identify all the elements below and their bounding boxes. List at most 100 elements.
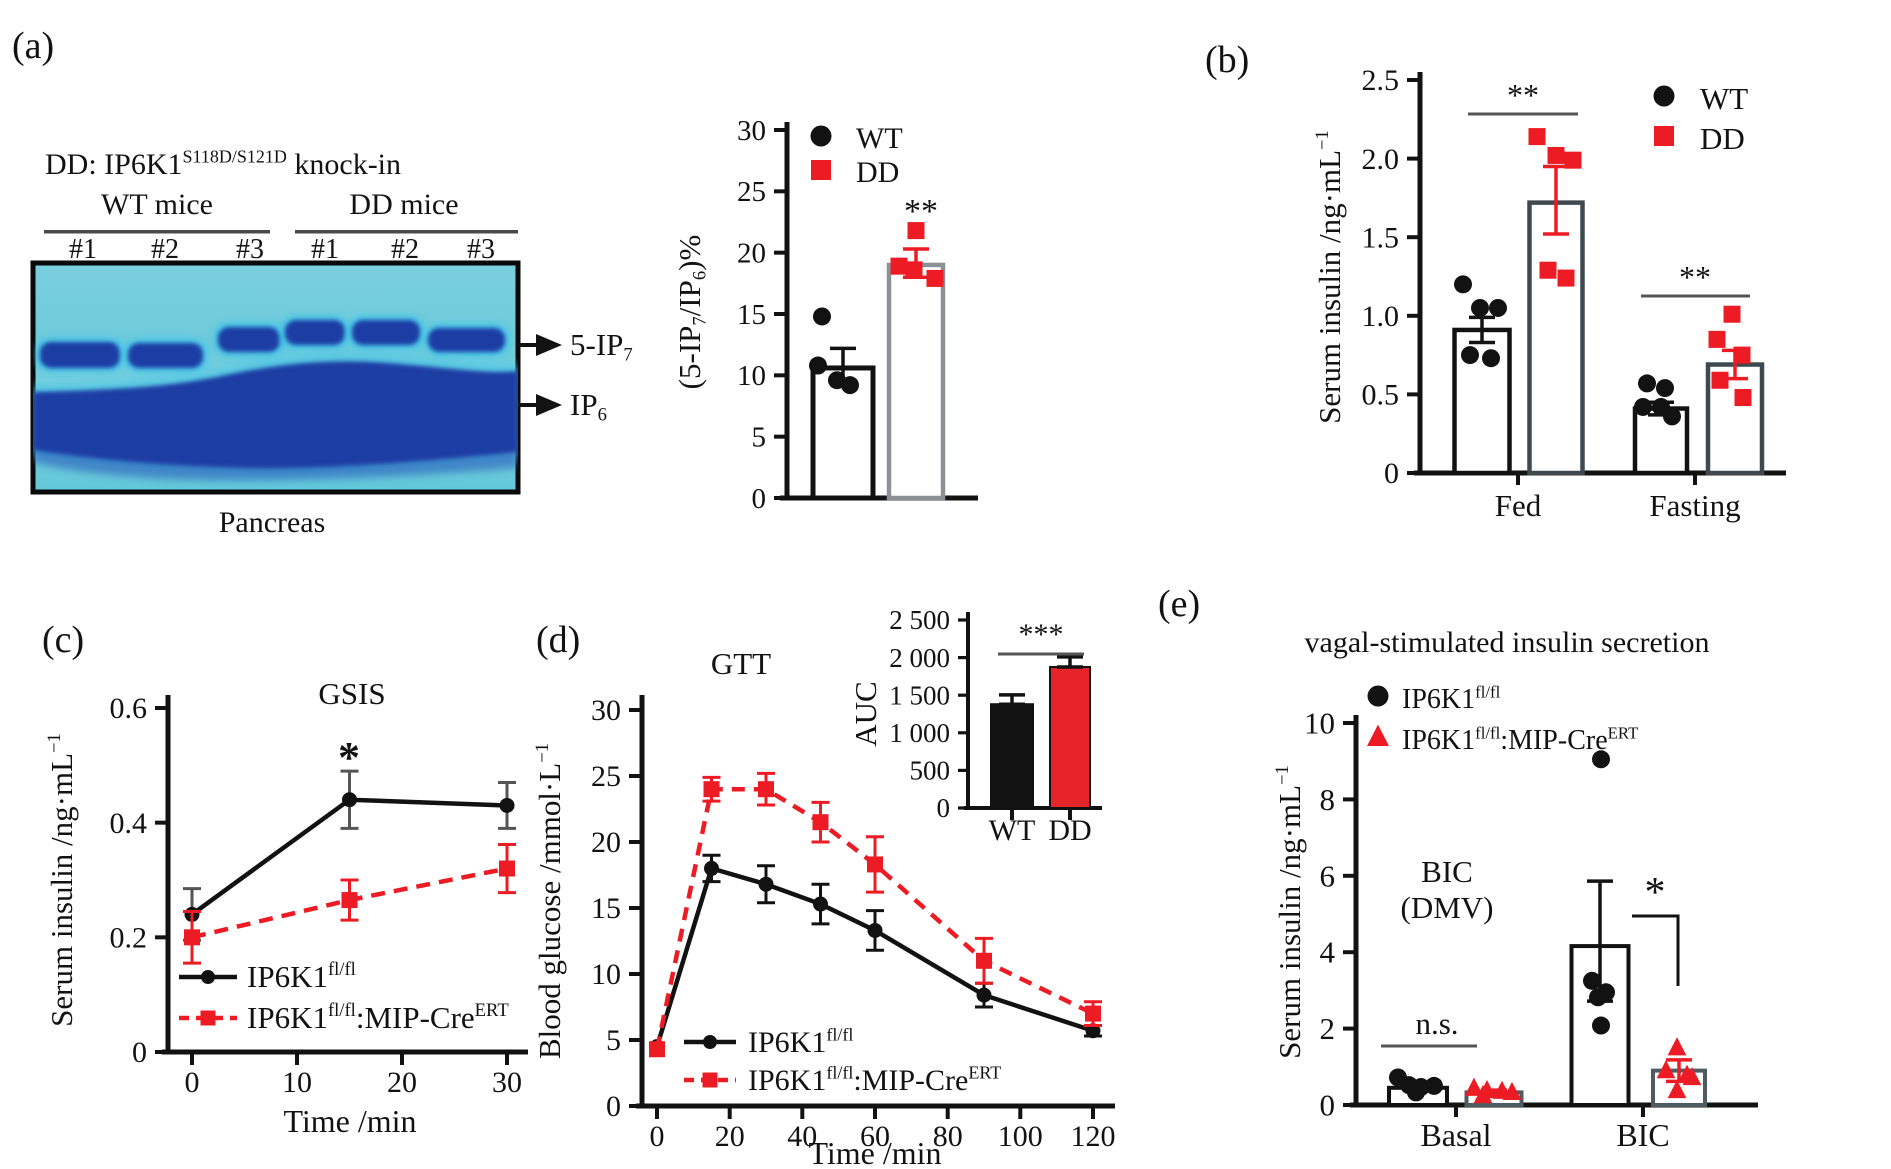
y-axis-title: AUC: [848, 681, 883, 746]
y-axis-title: Serum insulin /ng·mL−1: [1312, 130, 1347, 424]
y-tick-label: 2 000: [889, 643, 950, 673]
legend-marker: [201, 970, 215, 984]
gel-caption: Pancreas: [219, 506, 326, 539]
sig-stars: **: [1507, 77, 1539, 113]
y-tick-label: 0: [606, 1090, 621, 1123]
y-tick-label: 30: [737, 115, 766, 147]
y-tick-label: 2 500: [889, 605, 950, 635]
scatter-point: [1592, 750, 1610, 769]
chart-title: vagal-stimulated insulin secretion: [1305, 626, 1710, 659]
scatter-point: [1708, 330, 1726, 348]
gel-lane-label: #1: [69, 234, 97, 265]
y-tick-label: 500: [910, 756, 951, 786]
bar-wt: [990, 703, 1034, 809]
gel-band-5ip7: [428, 328, 505, 352]
data-point: [1085, 1023, 1101, 1039]
y-tick-label: 0.4: [110, 807, 148, 840]
scatter-point: [1682, 1066, 1702, 1086]
y-tick-label: 25: [591, 760, 621, 793]
data-point: [757, 781, 774, 798]
x-axis-title: Time /min: [808, 1135, 941, 1169]
data-point: [703, 781, 720, 798]
chart-title: GTT: [711, 646, 771, 681]
chart-c_gsis: (c) GSIS 0 0.2 0.4 0.6 0 10 20 30 Serum insulin /n…: [42, 619, 528, 1139]
chart-title: GSIS: [318, 676, 385, 711]
y-axis-title: Serum insulin /ng·mL−1: [1272, 765, 1307, 1059]
legend-marker: [200, 1010, 216, 1026]
band-label: IP6: [570, 387, 607, 425]
scatter-point: [1663, 407, 1681, 426]
chart-b_serum: (b) 0 0.5 1.0 1.5 2.0 2.5 Serum insulin /ng·mL−…: [1205, 39, 1786, 523]
legend-marker: [1367, 685, 1389, 707]
legend-marker: [1654, 126, 1674, 146]
y-tick-label: 30: [591, 694, 621, 727]
y-tick-label: 0: [1384, 457, 1399, 490]
y-tick-label: 5: [606, 1024, 621, 1057]
annotation: (DMV): [1401, 890, 1494, 925]
y-tick-label: 1 000: [889, 718, 950, 748]
bar-fed-dd: [1527, 200, 1585, 476]
scatter-point: [1656, 379, 1674, 398]
data-point: [703, 860, 719, 876]
panel-label: (c): [42, 619, 84, 661]
sig-stars: ***: [1019, 618, 1064, 651]
y-tick-label: 10: [737, 360, 766, 392]
panel-a-label: (a): [12, 25, 54, 67]
x-tick-label: 100: [998, 1120, 1043, 1153]
scatter-point: [1482, 349, 1500, 368]
legend-marker: [811, 160, 831, 180]
x-tick-label: Basal: [1420, 1117, 1491, 1153]
y-tick-label: 0.6: [110, 692, 148, 725]
scatter-point: [1464, 1077, 1484, 1096]
scatter-point: [1711, 371, 1729, 389]
legend-marker: [703, 1035, 717, 1049]
scatter-point: [809, 356, 827, 375]
x-tick-label: 20: [715, 1120, 745, 1153]
data-point: [812, 896, 828, 912]
y-tick-label: 0: [132, 1036, 147, 1069]
scatter-point: [926, 269, 944, 287]
scatter-point: [1723, 305, 1741, 323]
gel-group-underline: [295, 230, 518, 234]
y-tick-label: 6: [1320, 858, 1336, 893]
sig-stars: *: [338, 733, 360, 782]
y-tick-label: 20: [737, 238, 766, 270]
scatter-point: [813, 307, 831, 326]
y-tick-label: 25: [737, 176, 766, 208]
y-axis-title: Blood glucose /mmol·L−1: [532, 743, 567, 1059]
annotation: BIC: [1421, 854, 1473, 889]
scatter-point: [1454, 275, 1472, 294]
legend-marker: [702, 1072, 718, 1088]
y-tick-label: 15: [591, 892, 621, 925]
x-tick-label: 0: [650, 1120, 665, 1153]
data-point: [341, 892, 358, 909]
y-tick-label: 10: [1304, 706, 1335, 741]
sig-stars: **: [1679, 259, 1711, 295]
scatter-point: [1656, 1060, 1676, 1079]
gel-lane-label: #1: [311, 234, 339, 265]
scatter-point: [1407, 1083, 1425, 1102]
bar-dd: [886, 262, 946, 501]
scatter-point: [1583, 971, 1601, 990]
legend-label: IP6K1fl/fl:MIP-CreERT: [1402, 723, 1638, 756]
gel-band-5ip7: [285, 320, 345, 345]
x-tick-label: 80: [933, 1120, 963, 1153]
data-point: [976, 987, 992, 1003]
y-tick-label: 8: [1320, 782, 1336, 817]
scatter-point: [1471, 298, 1489, 317]
y-tick-label: 4: [1320, 935, 1336, 970]
scatter-point: [1528, 128, 1546, 146]
y-tick-label: 5: [752, 422, 767, 454]
gel-group-label: DD mice: [349, 188, 458, 221]
scatter-point: [1667, 1079, 1687, 1099]
y-tick-label: 1.0: [1362, 300, 1400, 333]
sig-stars: *: [1645, 870, 1666, 916]
error-bar: [1469, 315, 1495, 345]
chart-d_auc_inset: 0 500 1 000 1 500 2 000 2 500 AUC WT DD ***: [848, 605, 1102, 847]
y-axis-title: Serum insulin /ng·mL−1: [44, 733, 79, 1027]
ip6-smear-under: [33, 440, 518, 481]
series-line-0: [654, 865, 1094, 1048]
y-tick-label: 0: [752, 483, 767, 515]
y-tick-label: 2.5: [1362, 64, 1400, 97]
